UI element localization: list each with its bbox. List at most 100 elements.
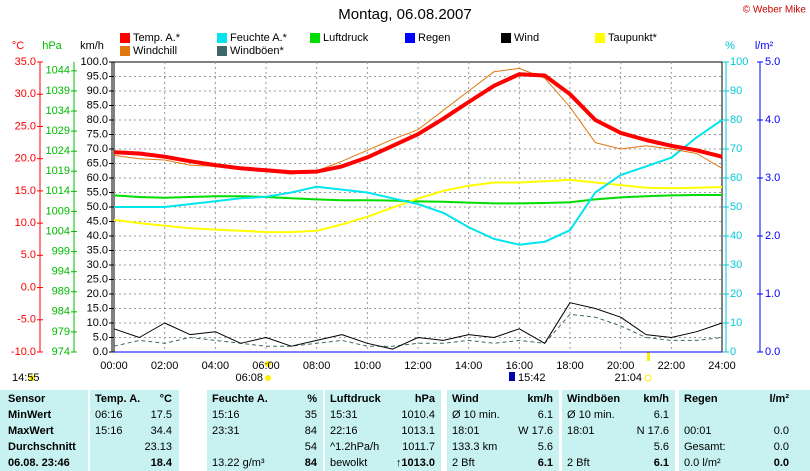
y-tick-label: 0.0 — [765, 346, 780, 358]
x-tick-label: 00:00 — [100, 360, 128, 372]
table-cell: 5.6 — [653, 441, 669, 453]
table-cell: N 17.6 — [636, 425, 669, 437]
table-cell: % — [307, 393, 317, 405]
y-tick-label: 35.0 — [15, 56, 36, 68]
legend-label: Feuchte A.* — [230, 32, 288, 44]
y-tick-label: 1009 — [46, 205, 70, 217]
table-cell: 54 — [304, 441, 317, 453]
y-tick-label: 80.0 — [87, 114, 108, 126]
table-cell: 22:16 — [330, 425, 358, 437]
y-tick-label: 50 — [730, 201, 742, 213]
table-cell: Ø 10 min. — [452, 409, 500, 421]
y-tick-label: 1034 — [46, 105, 70, 117]
x-tick-label: 02:00 — [151, 360, 179, 372]
x-tick-label: 16:00 — [506, 360, 534, 372]
y-tick-label: 20 — [730, 288, 742, 300]
table-cell: 133.3 km — [452, 441, 498, 453]
table-cell: 5.6 — [537, 441, 553, 453]
legend-label: Taupunkt* — [608, 32, 658, 44]
y-tick-label: 5.0 — [93, 331, 108, 343]
time-marker: 21:04 — [614, 372, 642, 384]
legend-swatch — [120, 33, 130, 43]
y-tick-label: 974 — [52, 346, 70, 358]
legend-label: Regen — [418, 32, 450, 44]
table-cell: 06.08. 23:46 — [8, 457, 70, 469]
x-tick-label: 04:00 — [202, 360, 230, 372]
table-cell: 23:31 — [212, 425, 240, 437]
sun-icon — [29, 375, 35, 381]
table-cell: ^1.2hPa/h — [330, 441, 380, 453]
table-cell: MaxWert — [8, 425, 54, 437]
y-tick-label: 65.0 — [87, 157, 108, 169]
legend-label: Temp. A.* — [133, 32, 181, 44]
series-line — [113, 72, 723, 175]
y-tick-label: 60 — [730, 172, 742, 184]
y-tick-label: 55.0 — [87, 186, 108, 198]
table-cell: l/m² — [769, 393, 789, 405]
y-tick-label: 994 — [52, 266, 70, 278]
y-tick-label: 10.0 — [15, 217, 36, 229]
axis-label: % — [725, 40, 735, 52]
table-group — [679, 390, 810, 471]
y-tick-label: 979 — [52, 326, 70, 338]
table-cell: 0.0 — [773, 441, 789, 453]
table-cell: 18:01 — [567, 425, 595, 437]
data-table: Sensor Temp. A. °C Feuchte A.% Luftdruck hPa W… — [0, 390, 810, 471]
time-marker: 15:42 — [518, 372, 546, 384]
chart-title: Montag, 06.08.2007 — [338, 6, 471, 23]
legend-swatch — [501, 33, 511, 43]
y-tick-label: 0.0 — [21, 281, 36, 293]
axis-label: °C — [12, 40, 24, 52]
table-cell: 06:16 — [95, 409, 123, 421]
legend-swatch — [217, 33, 227, 43]
axis-label: l/m² — [755, 40, 774, 52]
table-cell: Regen — [684, 393, 718, 405]
table-cell: 2 Bft — [452, 457, 475, 469]
table-cell: km/h — [643, 393, 669, 405]
table-cell: Temp. A. — [95, 393, 141, 405]
y-tick-label: 90 — [730, 85, 742, 97]
legend-label: Wind — [514, 32, 539, 44]
table-group — [325, 390, 441, 471]
moon-icon — [509, 372, 515, 381]
table-cell: 6.1 — [653, 457, 669, 469]
table-group — [0, 390, 88, 471]
y-tick-label: 1024 — [46, 145, 70, 157]
table-cell: Feuchte A. — [212, 393, 268, 405]
y-tick-label: 25.0 — [15, 120, 36, 132]
y-tick-label: 30 — [730, 259, 742, 271]
y-tick-label: 30.0 — [15, 88, 36, 100]
y-tick-label: 35.0 — [87, 244, 108, 256]
table-cell: Sensor — [8, 393, 46, 405]
table-cell: Ø 10 min. — [567, 409, 615, 421]
y-tick-label: 1004 — [46, 225, 70, 237]
y-tick-label: 1014 — [46, 185, 70, 197]
y-tick-label: -10.0 — [11, 346, 36, 358]
sun-icon — [265, 375, 271, 381]
y-tick-label: 100.0 — [80, 56, 108, 68]
x-tick-label: 14:00 — [455, 360, 483, 372]
x-tick-label: 18:00 — [556, 360, 584, 372]
x-tick-label: 08:00 — [303, 360, 331, 372]
table-group — [90, 390, 179, 471]
y-tick-label: 85.0 — [87, 99, 108, 111]
y-tick-label: 40.0 — [87, 230, 108, 242]
table-cell: 00:01 — [684, 425, 712, 437]
table-cell: bewolkt — [330, 457, 368, 469]
table-cell: 34.4 — [150, 425, 172, 437]
table-cell: 1010.4 — [401, 409, 435, 421]
legend-swatch — [405, 33, 415, 43]
y-tick-label: 20.0 — [87, 288, 108, 300]
legend-label: Luftdruck — [323, 32, 369, 44]
axis-label: hPa — [42, 40, 62, 52]
series-line — [113, 313, 723, 347]
y-tick-label: 989 — [52, 286, 70, 298]
y-tick-label: 0 — [730, 346, 736, 358]
table-cell: 2 Bft — [567, 457, 590, 469]
x-tick-label: 22:00 — [658, 360, 686, 372]
table-cell: 15:16 — [212, 409, 240, 421]
y-tick-label: 90.0 — [87, 85, 108, 97]
sun-mark — [647, 352, 650, 361]
y-tick-label: 1019 — [46, 165, 70, 177]
